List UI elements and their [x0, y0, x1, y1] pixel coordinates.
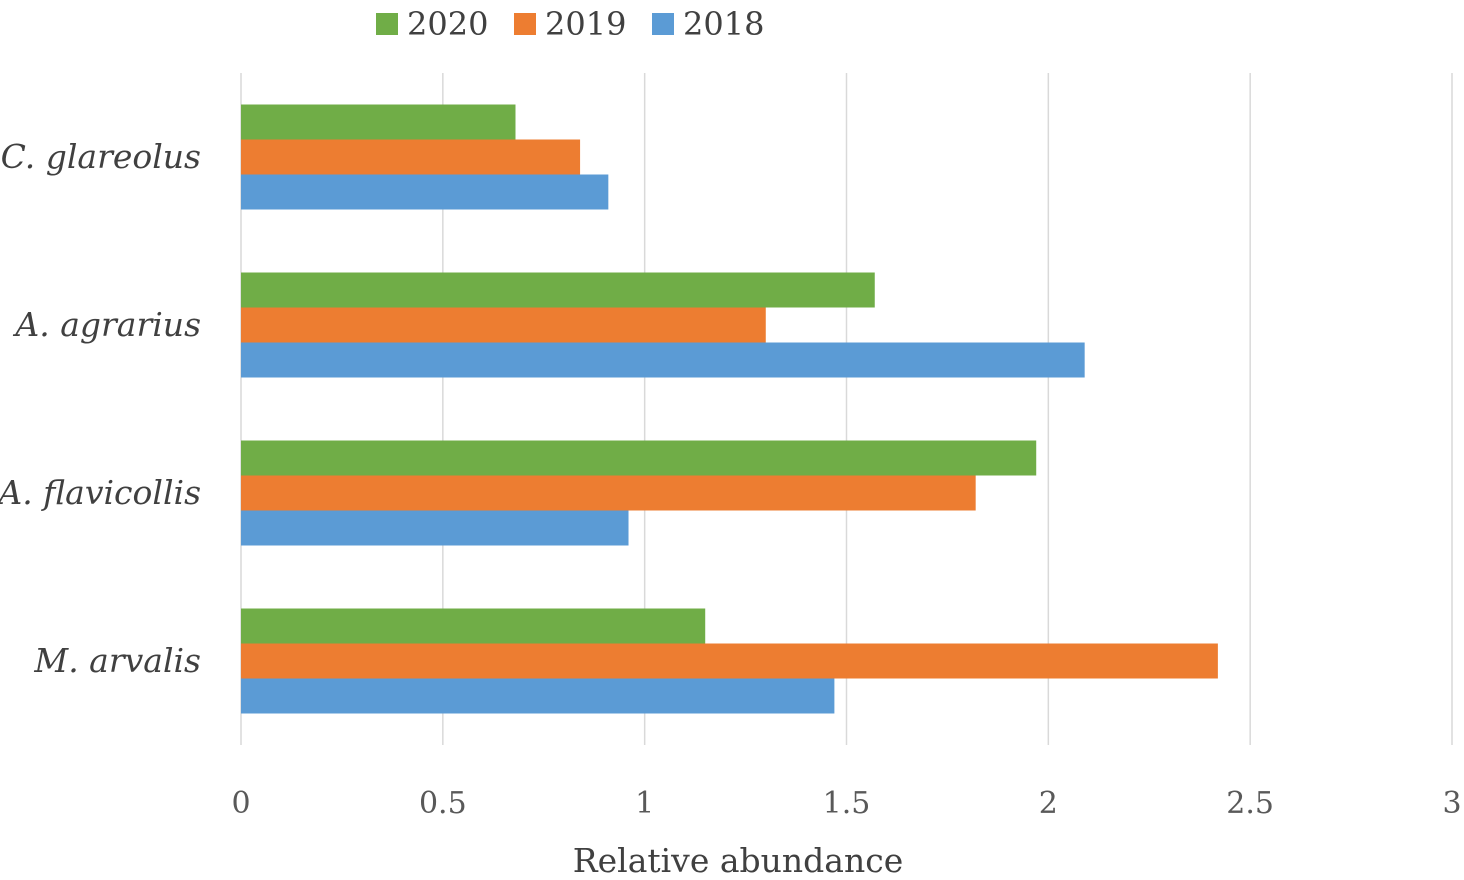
x-tick-labels: 0 0.5 1 1.5 2 2.5 3	[231, 786, 1461, 821]
bar-2019-c-glareolus	[241, 139, 581, 175]
bar-2018-c-glareolus	[241, 174, 609, 210]
x-tick-label: 1	[635, 786, 654, 821]
legend-label-2018: 2018	[683, 5, 764, 43]
x-tick-label: 1.5	[823, 786, 871, 821]
bar-2018-m-arvalis	[241, 678, 835, 714]
bar-2019-a-flavicollis	[241, 475, 976, 511]
x-axis-title: Relative abundance	[573, 841, 903, 880]
legend-swatch-2019	[514, 13, 536, 35]
bar-2020-a-agrarius	[241, 272, 875, 308]
category-label: A. agrarius	[12, 305, 201, 344]
legend-label-2019: 2019	[545, 5, 626, 43]
x-tick-label: 3	[1442, 786, 1461, 821]
category-label: M. arvalis	[33, 641, 201, 680]
bar-2020-a-flavicollis	[241, 440, 1037, 476]
bar-2020-c-glareolus	[241, 104, 516, 140]
x-tick-label: 2	[1039, 786, 1058, 821]
bars	[241, 104, 1218, 714]
bar-2019-m-arvalis	[241, 643, 1218, 679]
legend: 2020 2019 2018	[376, 5, 764, 43]
x-tick-label: 0.5	[419, 786, 467, 821]
category-label: C. glareolus	[1, 137, 201, 176]
x-tick-label: 0	[231, 786, 250, 821]
legend-swatch-2018	[652, 13, 674, 35]
category-label: A. flavicollis	[0, 473, 201, 512]
bar-2018-a-flavicollis	[241, 510, 629, 546]
bar-2020-m-arvalis	[241, 608, 706, 644]
bar-2018-a-agrarius	[241, 342, 1085, 378]
legend-swatch-2020	[376, 13, 398, 35]
x-tick-label: 2.5	[1226, 786, 1274, 821]
bar-2019-a-agrarius	[241, 307, 766, 343]
category-labels: C. glareolus A. agrarius A. flavicollis M. …	[0, 137, 201, 680]
legend-label-2020: 2020	[407, 5, 488, 43]
